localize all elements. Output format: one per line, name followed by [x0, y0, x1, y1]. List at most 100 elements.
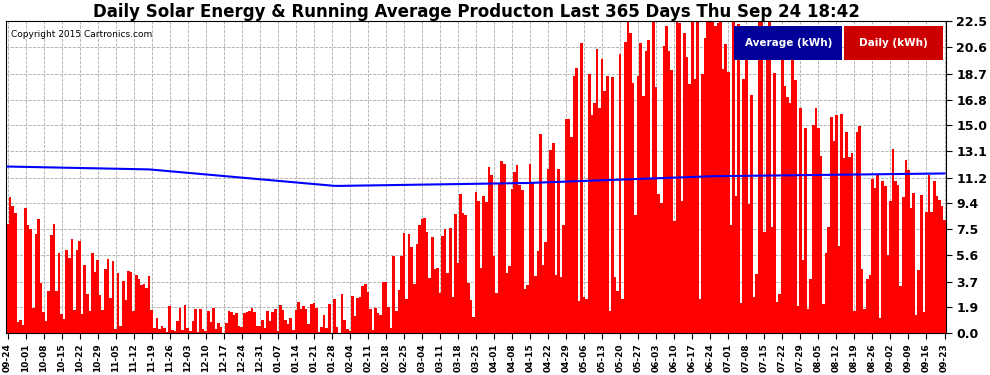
Bar — [894, 181, 897, 333]
Title: Daily Solar Energy & Running Average Producton Last 365 Days Thu Sep 24 18:42: Daily Solar Energy & Running Average Pro… — [93, 3, 859, 21]
Bar — [104, 269, 107, 333]
Bar — [300, 309, 302, 333]
Bar — [537, 251, 540, 333]
Bar — [598, 108, 601, 333]
Bar — [22, 325, 24, 333]
Bar — [660, 202, 662, 333]
Bar — [591, 115, 593, 333]
Bar — [155, 318, 158, 333]
Bar — [643, 96, 644, 333]
Bar — [606, 76, 609, 333]
Bar — [32, 309, 35, 333]
Bar — [936, 196, 939, 333]
Bar — [828, 227, 830, 333]
Bar — [874, 188, 876, 333]
Bar — [459, 194, 462, 333]
Bar — [861, 269, 863, 333]
Bar — [562, 225, 565, 333]
FancyBboxPatch shape — [735, 26, 842, 60]
Bar — [114, 329, 117, 333]
Bar — [799, 108, 802, 333]
Bar — [50, 235, 52, 333]
Bar — [817, 128, 820, 333]
Bar — [812, 125, 815, 333]
Bar — [130, 272, 133, 333]
Bar — [218, 323, 220, 333]
Bar — [923, 312, 926, 333]
Bar — [765, 56, 768, 333]
Bar — [250, 308, 253, 333]
Bar — [148, 276, 150, 333]
Bar — [609, 311, 611, 333]
Bar — [143, 284, 146, 333]
Bar — [442, 236, 444, 333]
Bar — [310, 304, 313, 333]
Bar — [308, 324, 310, 333]
Bar — [619, 54, 622, 333]
Bar — [662, 46, 665, 333]
Bar — [456, 263, 459, 333]
Bar — [611, 77, 614, 333]
Bar — [205, 330, 207, 333]
Bar — [75, 250, 78, 333]
Bar — [529, 164, 532, 333]
Bar — [163, 328, 166, 333]
Bar — [848, 157, 850, 333]
Bar — [125, 300, 127, 333]
Bar — [30, 228, 32, 333]
Bar — [429, 278, 431, 333]
Bar — [439, 293, 442, 333]
Bar — [127, 271, 130, 333]
Bar — [284, 320, 287, 333]
Bar — [855, 132, 858, 333]
Bar — [635, 214, 637, 333]
Bar — [900, 286, 902, 333]
Bar — [758, 21, 760, 333]
Bar — [266, 310, 269, 333]
Bar — [593, 103, 596, 333]
Bar — [823, 304, 825, 333]
Bar — [717, 23, 720, 333]
Bar — [189, 331, 192, 333]
Bar — [897, 185, 900, 333]
Bar — [557, 168, 559, 333]
Bar — [820, 156, 823, 333]
Bar — [559, 277, 562, 333]
Bar — [434, 269, 437, 333]
Bar — [302, 306, 305, 333]
Bar — [17, 322, 19, 333]
Bar — [326, 328, 328, 333]
Bar — [305, 309, 308, 333]
Bar — [109, 298, 112, 333]
Bar — [446, 273, 449, 333]
Bar — [720, 21, 722, 333]
Bar — [392, 256, 395, 333]
Bar — [915, 315, 918, 333]
Bar — [699, 299, 701, 333]
Bar — [503, 164, 506, 333]
Bar — [377, 313, 379, 333]
Bar — [282, 310, 284, 333]
Bar — [637, 76, 640, 333]
Bar — [181, 330, 184, 333]
Bar — [714, 26, 717, 333]
Bar — [248, 311, 250, 333]
Bar — [199, 309, 202, 333]
Bar — [431, 237, 434, 333]
Bar — [366, 292, 369, 333]
Bar — [88, 311, 91, 333]
Bar — [287, 324, 289, 333]
Bar — [318, 332, 321, 333]
Bar — [565, 119, 567, 333]
Bar — [184, 305, 186, 333]
Text: Copyright 2015 Cartronics.com: Copyright 2015 Cartronics.com — [11, 30, 152, 39]
Bar — [120, 327, 122, 333]
Bar — [580, 43, 583, 333]
Bar — [691, 21, 694, 333]
Bar — [52, 224, 55, 333]
Bar — [694, 79, 696, 333]
Bar — [508, 266, 511, 333]
Bar — [416, 244, 418, 333]
Bar — [485, 202, 488, 333]
Bar — [647, 40, 649, 333]
